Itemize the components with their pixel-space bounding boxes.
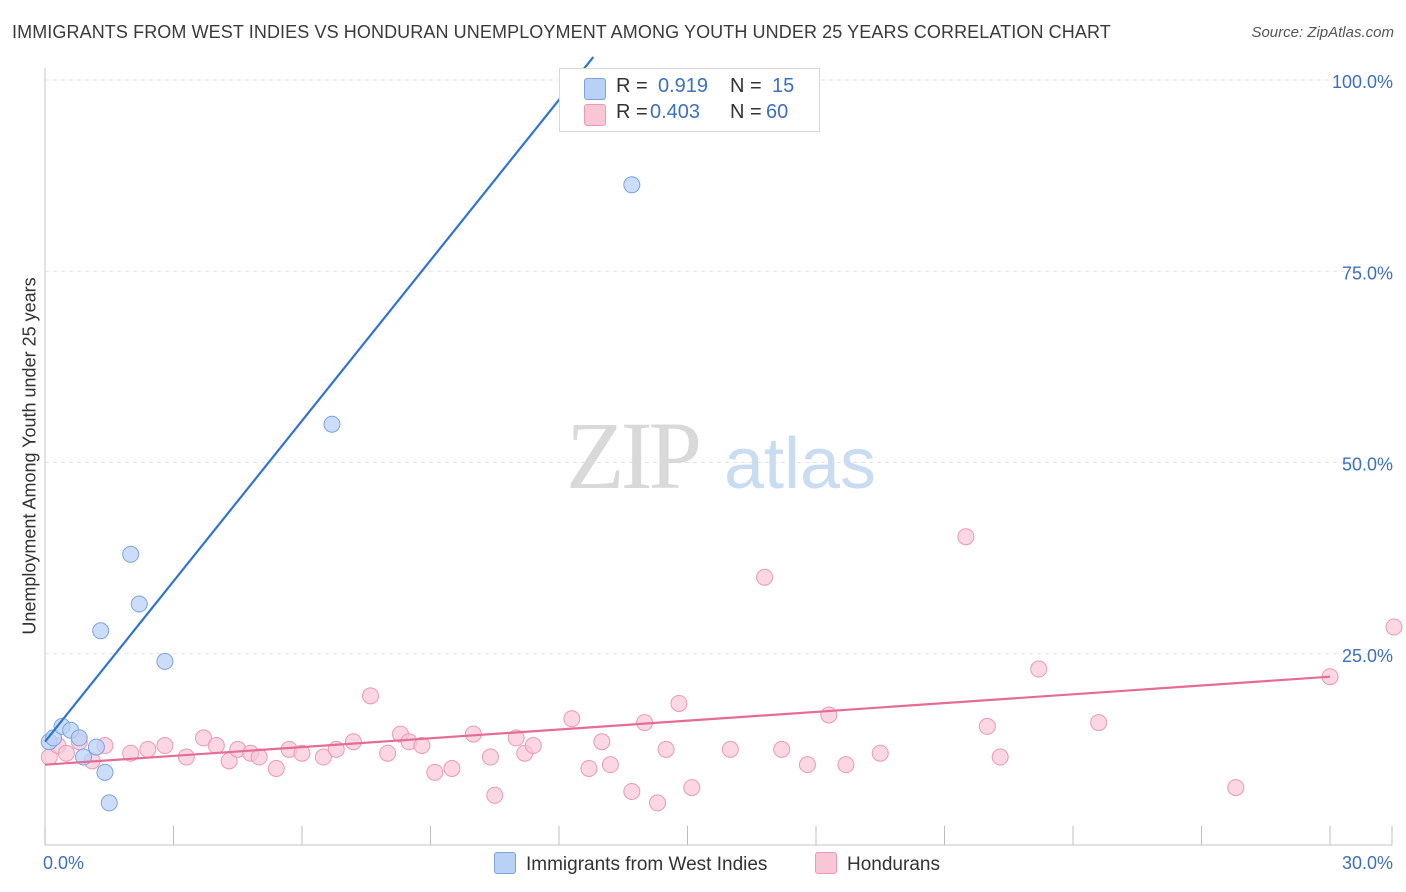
west-indies-points bbox=[40, 176, 641, 812]
legend-r-value: 0.919 bbox=[658, 75, 709, 97]
bottom-legend-label-west-indies: Immigrants from West Indies bbox=[526, 854, 768, 875]
west-indies-point bbox=[92, 622, 110, 640]
honduran-point bbox=[524, 737, 542, 755]
y-tick-label: 100.0% bbox=[1332, 72, 1393, 92]
legend-n-label: N = bbox=[730, 101, 762, 123]
hondurans-points bbox=[40, 528, 1403, 812]
honduran-point bbox=[871, 744, 889, 762]
honduran-point bbox=[683, 779, 701, 797]
y-tick-label: 75.0% bbox=[1342, 263, 1393, 283]
bottom-legend-swatch-blue bbox=[494, 852, 516, 874]
bottom-legend-west-indies: Immigrants from West Indies bbox=[494, 852, 767, 878]
honduran-point bbox=[507, 729, 525, 747]
correlation-legend: R = 0.919 N = 15 R = 0.403 N = 60 bbox=[559, 68, 820, 132]
honduran-point bbox=[670, 694, 688, 712]
honduran-point bbox=[721, 740, 739, 758]
legend-r-value: 0.403 bbox=[650, 101, 701, 123]
honduran-point bbox=[139, 740, 157, 758]
honduran-point bbox=[991, 748, 1009, 766]
honduran-point bbox=[362, 687, 380, 705]
legend-n-value: 60 bbox=[766, 101, 789, 123]
west-indies-point bbox=[70, 729, 88, 747]
honduran-point bbox=[1090, 714, 1108, 732]
honduran-point bbox=[413, 737, 431, 755]
honduran-point bbox=[293, 744, 311, 762]
honduran-point bbox=[580, 760, 598, 777]
west-indies-point bbox=[122, 545, 140, 563]
honduran-point bbox=[756, 568, 774, 586]
grid-lines bbox=[45, 79, 1392, 655]
honduran-point bbox=[957, 528, 975, 546]
west-indies-trend-line bbox=[44, 56, 595, 743]
west-indies-point bbox=[323, 415, 341, 433]
honduran-point bbox=[1227, 779, 1245, 797]
legend-n-value: 15 bbox=[772, 75, 795, 97]
west-indies-point bbox=[130, 595, 148, 613]
west-indies-point bbox=[96, 763, 114, 781]
honduran-point bbox=[623, 782, 641, 800]
honduran-point bbox=[481, 748, 499, 766]
y-tick-label: 25.0% bbox=[1342, 646, 1393, 666]
axes bbox=[44, 68, 1393, 846]
honduran-point bbox=[1385, 618, 1403, 636]
honduran-point bbox=[1030, 660, 1048, 678]
honduran-point bbox=[978, 717, 996, 735]
honduran-point bbox=[657, 740, 675, 758]
honduran-point bbox=[593, 733, 611, 751]
west-indies-point bbox=[623, 176, 641, 194]
honduran-point bbox=[773, 740, 791, 758]
legend-n-label: N = bbox=[730, 75, 762, 97]
honduran-point bbox=[486, 786, 504, 804]
honduran-point bbox=[649, 794, 667, 812]
legend-swatch-blue bbox=[584, 78, 606, 100]
honduran-point bbox=[57, 744, 75, 762]
west-indies-point bbox=[87, 738, 105, 756]
honduran-point bbox=[820, 706, 838, 724]
honduran-point bbox=[207, 737, 225, 755]
watermark: ZIP atlas bbox=[566, 402, 876, 509]
watermark-atlas: atlas bbox=[724, 424, 876, 504]
y-tick-label: 50.0% bbox=[1342, 455, 1393, 475]
honduran-point bbox=[267, 760, 285, 777]
watermark-zip: ZIP bbox=[566, 402, 699, 509]
honduran-point bbox=[344, 733, 362, 751]
honduran-point bbox=[601, 756, 619, 774]
honduran-point bbox=[837, 756, 855, 774]
bottom-legend-label-hondurans: Hondurans bbox=[847, 854, 940, 875]
honduran-point bbox=[314, 748, 332, 766]
legend-r-label: R = bbox=[616, 101, 648, 123]
x-tick-label: 0.0% bbox=[43, 853, 84, 873]
west-indies-point bbox=[100, 794, 118, 812]
chart-source: Source: ZipAtlas.com bbox=[1251, 24, 1394, 41]
y-axis-label: Unemployment Among Youth under 25 years bbox=[19, 277, 40, 635]
honduran-point bbox=[177, 748, 195, 766]
honduran-point bbox=[194, 729, 212, 747]
honduran-point bbox=[426, 763, 444, 781]
x-tick-label: 30.0% bbox=[1342, 853, 1393, 873]
trend-lines bbox=[44, 56, 1331, 766]
hondurans-trend-line bbox=[44, 675, 1331, 766]
tick-labels: 25.0% 50.0% 75.0% 100.0% 0.0% 30.0% bbox=[43, 72, 1393, 873]
chart-title: IMMIGRANTS FROM WEST INDIES VS HONDURAN … bbox=[12, 22, 1111, 42]
honduran-point bbox=[443, 760, 461, 777]
honduran-point bbox=[379, 744, 397, 762]
honduran-point bbox=[798, 756, 816, 774]
bottom-legend-swatch-pink bbox=[815, 852, 837, 874]
legend-r-label: R = bbox=[616, 75, 648, 97]
honduran-point bbox=[563, 710, 581, 728]
legend-swatch-pink bbox=[584, 104, 606, 126]
honduran-point bbox=[156, 737, 174, 755]
honduran-point bbox=[122, 744, 140, 762]
bottom-legend-hondurans: Hondurans bbox=[815, 852, 940, 878]
west-indies-point bbox=[156, 652, 174, 670]
